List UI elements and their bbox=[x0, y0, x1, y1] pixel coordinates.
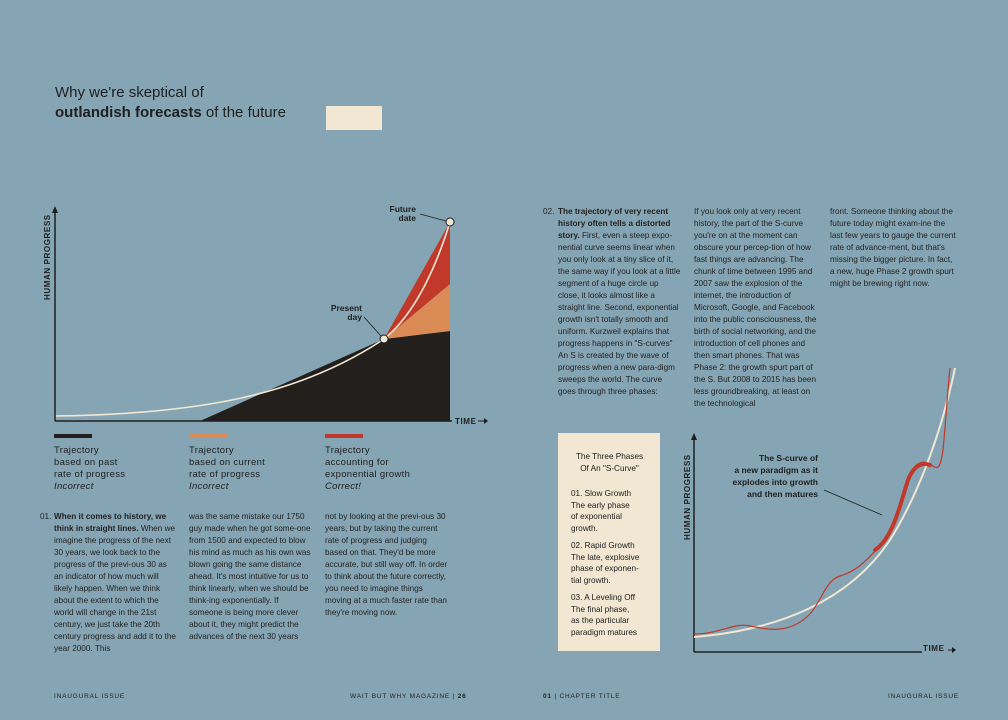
right-x-axis-label: TIME bbox=[923, 644, 945, 653]
right-y-axis-label: HUMAN PROGRESS bbox=[683, 454, 692, 540]
exponential-curve-line bbox=[54, 221, 451, 417]
x-arrow-icon bbox=[484, 418, 488, 424]
right-x-arrow-icon bbox=[952, 647, 956, 653]
past-rate-area bbox=[200, 331, 450, 421]
footer-chapter: 01 | CHAPTER TITLE bbox=[543, 693, 621, 700]
legend-current: Trajectory based on current rate of progre… bbox=[189, 434, 265, 493]
exponential-curve bbox=[693, 367, 956, 638]
phase-2: 02. Rapid Growth The late, explosive phas… bbox=[571, 541, 640, 585]
future-label-2: date bbox=[399, 213, 417, 223]
present-day-point bbox=[379, 334, 389, 344]
phase-3: 03. A Leveling Off The final phase, as th… bbox=[571, 593, 637, 637]
section-02-col3: front. Someone thinking about the future… bbox=[830, 207, 956, 288]
footer-far-right: INAUGURAL ISSUE bbox=[888, 693, 959, 700]
phase-1: 01. Slow Growth The early phase of expone… bbox=[571, 489, 632, 533]
present-label-1: Present bbox=[331, 303, 362, 313]
section-01-col3: not by looking at the previ-ous 30 years… bbox=[325, 512, 448, 617]
legend-swatch bbox=[189, 434, 227, 438]
section-02-col1: The trajectory of very recent history of… bbox=[558, 207, 681, 396]
y-arrow-icon bbox=[52, 206, 58, 213]
legend-exponential: Trajectory accounting for exponential grow… bbox=[325, 434, 410, 493]
footer-left: INAUGURAL ISSUE bbox=[54, 693, 125, 700]
future-label-1: Future bbox=[390, 204, 417, 214]
future-date-point bbox=[445, 217, 455, 227]
page-title-line1: Why we're skeptical of bbox=[55, 84, 204, 101]
title-bold: outlandish forecasts bbox=[55, 104, 202, 121]
highlighted-s-curve bbox=[873, 461, 932, 552]
section-02-col2: If you look only at very recent history,… bbox=[694, 207, 817, 408]
section-01-col2: was the same mistake our 1750 guy made w… bbox=[189, 512, 311, 641]
exponential-area bbox=[384, 222, 450, 339]
title-rest: of the future bbox=[201, 104, 286, 121]
section-02-number: 02. bbox=[543, 207, 555, 216]
legend-swatch bbox=[325, 434, 363, 438]
left-y-axis-label: HUMAN PROGRESS bbox=[43, 214, 52, 300]
footer-center: WAIT BUT WHY MAGAZINE | 26 bbox=[350, 693, 467, 700]
left-x-axis-label: TIME bbox=[455, 417, 477, 426]
section-01-col1: When it comes to history, we think in st… bbox=[54, 512, 176, 653]
section-01-number: 01. bbox=[40, 512, 52, 521]
legend-swatch bbox=[54, 434, 92, 438]
s-curve-annotation: The S-curve of a new paradigm as it expl… bbox=[732, 453, 818, 499]
title-highlight-box bbox=[326, 106, 382, 130]
page-title-line2: outlandish forecasts of the future bbox=[55, 104, 286, 121]
present-label-2: day bbox=[347, 312, 362, 322]
right-y-arrow-icon bbox=[691, 433, 697, 440]
s-curve-phases-box: The Three Phases Of An "S-Curve" 01. Slo… bbox=[558, 433, 660, 651]
legend-past: Trajectory based on past rate of progress … bbox=[54, 434, 125, 493]
phases-box-title: The Three Phases Of An "S-Curve" bbox=[575, 452, 644, 473]
